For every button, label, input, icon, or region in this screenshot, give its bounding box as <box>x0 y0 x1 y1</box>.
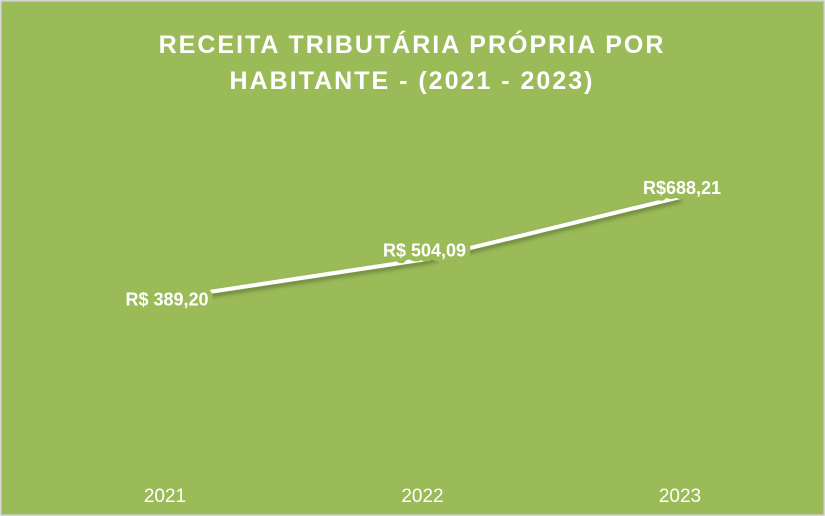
chart-title-text: RECEITA TRIBUTÁRIA PRÓPRIA POR HABITANTE … <box>159 29 666 95</box>
data-label: R$ 504,09 <box>383 240 466 260</box>
line <box>164 195 681 301</box>
chart-title: RECEITA TRIBUTÁRIA PRÓPRIA POR HABITANTE … <box>159 29 666 95</box>
x-tick-label: 2021 <box>144 486 186 507</box>
x-tick-label: 2022 <box>401 486 443 507</box>
data-label: R$ 389,20 <box>125 289 208 309</box>
data-label: R$688,21 <box>643 178 721 198</box>
x-tick-label: 2023 <box>659 486 701 507</box>
